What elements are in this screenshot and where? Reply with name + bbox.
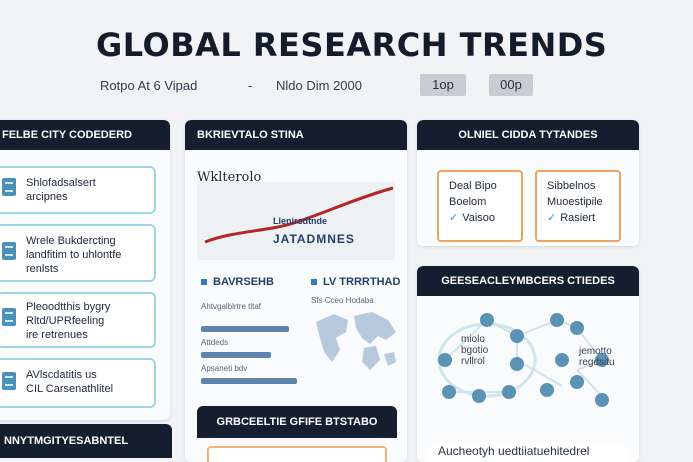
sub-panel-body [207,446,387,462]
bar-label: Apsaneti bdv [201,364,248,373]
metric-line: ✓ Vaisoo [449,212,496,224]
left-bottom-title: NNYTMGITYESABNTEL [0,424,172,458]
card-line: CIL Carsenathlitel [26,383,114,395]
trend-line [204,186,394,244]
trend-chart [197,182,395,260]
document-icon [2,308,16,326]
chart-legend-1: Llenirsdtnde [273,216,328,226]
bar-label: Ahtvgalblrtre tltaf [201,302,262,311]
card-line: AVlscdatitis us [26,369,97,381]
subtitle-left: Rotpo At 6 Vipad [100,78,198,93]
metric-line: ✓ Rasiert [547,212,596,224]
check-icon: ✓ [547,212,557,224]
list-item[interactable]: Shlofadsalsert arcipnes [0,166,156,214]
world-map [310,308,400,390]
document-icon [2,178,16,196]
stat-label-2: LV TRRRTHAD [311,276,400,288]
chart-legend-2: JATADMNES [273,232,355,246]
network-label-2: jemotto regdsitu [579,346,615,368]
left-panel-title: FELBE CITY CODEDERD [0,120,170,150]
card-line: arcipnes [26,191,68,203]
middle-panel-title: BKRIEVTALO STINA [185,120,407,150]
left-panel: FELBE CITY CODEDERD Shlofadsalsert arcip… [0,120,170,420]
bottom-text-card: Aucheotyh uedtiiatuehitedrel [428,442,628,462]
list-item[interactable]: AVlscdatitis us CIL Carsenathlitel [0,358,156,408]
metric-line: Deal Bipo [449,180,497,192]
card-line: renlsts [26,263,59,275]
list-item[interactable]: Pleoodtthis bygry Rltd/UPRfeeling ire re… [0,292,156,348]
progress-bar [201,352,271,358]
bar-label: Attdeds [201,338,229,347]
document-icon [2,242,16,260]
map-icon [316,312,396,370]
progress-bar [201,378,297,384]
document-icon [2,372,16,390]
stat-label-1: BAVRSEHB [201,276,274,288]
chart-caption: Wklterolo [197,170,262,185]
network-graph [437,313,609,407]
progress-bar [201,326,289,332]
filter-chip-2[interactable]: 00p [489,74,533,96]
right-panel: OLNIEL CIDDA TYTANDES Deal Bipo Boelom ✓… [417,120,639,246]
trend-chart-svg [204,186,394,244]
card-line: Pleoodtthis bygry [26,301,111,313]
metric-line: Muoestipile [547,196,603,208]
filter-chip-1[interactable]: 1op [420,74,466,96]
page-title: GLOBAL RESEARCH TRENDS [96,26,608,64]
metric-line: Boelom [449,196,487,208]
sub-panel-title: GRBCEELTIE GFIFE BTSTABO [197,406,397,438]
subtitle-right: Nldo Dim 2000 [276,78,362,93]
card-line: ire retrenues [26,329,88,341]
middle-panel: BKRIEVTALO STINA Wklterolo Llenirsdtnde … [185,120,407,462]
map-caption: Sfs Cceo Hodaba [311,296,374,305]
bullet-icon [311,279,317,286]
network-node [438,313,609,407]
bullet-icon [201,279,207,286]
card-line: landfitim to uhlontfe [26,249,122,261]
list-item[interactable]: Wrele Bukdercting landfitim to uhlontfe … [0,224,156,282]
card-line: Wrele Bukdercting [26,235,116,247]
network-panel: GEESEACLEYMBCERS CTIEDES [417,266,639,462]
card-line: Shlofadsalsert [26,177,96,189]
subtitle-dash: - [248,78,253,93]
metric-line: Sibbelnos [547,180,596,192]
network-label-1: miolo bgotio rvllrol [461,334,489,367]
metric-card-2[interactable]: Sibbelnos Muoestipile ✓ Rasiert [535,170,621,242]
check-icon: ✓ [449,212,459,224]
metric-card-1[interactable]: Deal Bipo Boelom ✓ Vaisoo [437,170,523,242]
card-line: Rltd/UPRfeeling [26,315,105,327]
network-panel-title: GEESEACLEYMBCERS CTIEDES [417,266,639,296]
right-panel-title: OLNIEL CIDDA TYTANDES [417,120,639,150]
